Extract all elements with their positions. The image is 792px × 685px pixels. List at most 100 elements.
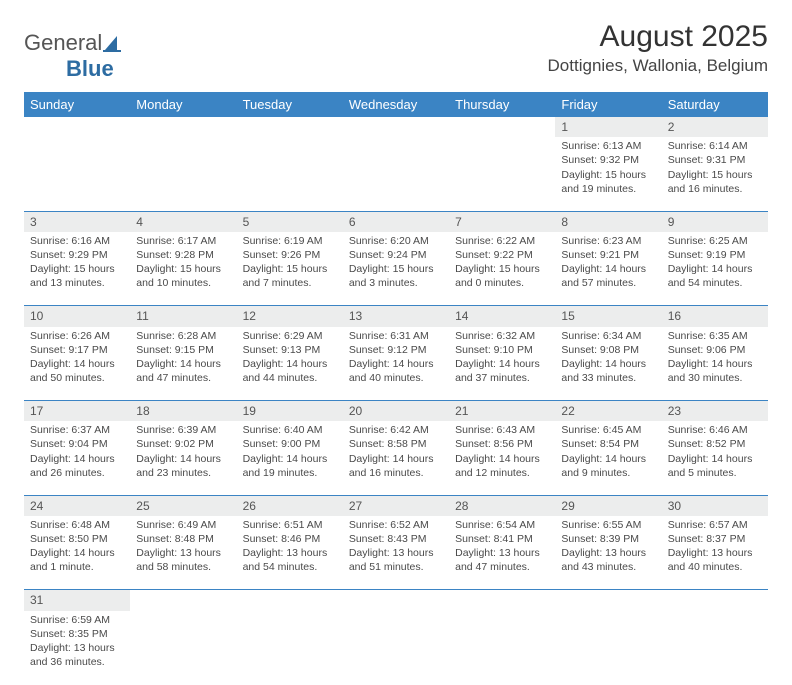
day-detail-cell: Sunrise: 6:45 AMSunset: 8:54 PMDaylight:…: [555, 421, 661, 495]
daynum-row: 31: [24, 590, 768, 610]
weekday-sunday: Sunday: [24, 92, 130, 117]
day-detail-cell: Sunrise: 6:46 AMSunset: 8:52 PMDaylight:…: [662, 421, 768, 495]
day-detail-cell: Sunrise: 6:13 AMSunset: 9:32 PMDaylight:…: [555, 137, 661, 211]
day-detail-cell: Sunrise: 6:55 AMSunset: 8:39 PMDaylight:…: [555, 516, 661, 590]
day-detail-cell: Sunrise: 6:37 AMSunset: 9:04 PMDaylight:…: [24, 421, 130, 495]
day-number-cell: 24: [24, 496, 130, 516]
day-detail-row: Sunrise: 6:48 AMSunset: 8:50 PMDaylight:…: [24, 516, 768, 590]
day-number-cell: 15: [555, 306, 661, 326]
day-detail-row: Sunrise: 6:16 AMSunset: 9:29 PMDaylight:…: [24, 232, 768, 306]
day-number-cell: [555, 590, 661, 610]
day-number-cell: 4: [130, 212, 236, 232]
header: General Blue August 2025 Dottignies, Wal…: [24, 20, 768, 82]
day-detail-cell: [130, 611, 236, 685]
weekday-thursday: Thursday: [449, 92, 555, 117]
day-number-cell: 7: [449, 212, 555, 232]
day-detail-cell: Sunrise: 6:39 AMSunset: 9:02 PMDaylight:…: [130, 421, 236, 495]
weekday-monday: Monday: [130, 92, 236, 117]
day-number-cell: [237, 117, 343, 137]
day-number-cell: 3: [24, 212, 130, 232]
day-number-cell: 30: [662, 496, 768, 516]
logo-text: General Blue: [24, 30, 123, 82]
day-number-cell: [130, 117, 236, 137]
day-detail-cell: Sunrise: 6:32 AMSunset: 9:10 PMDaylight:…: [449, 327, 555, 401]
day-detail-cell: Sunrise: 6:29 AMSunset: 9:13 PMDaylight:…: [237, 327, 343, 401]
day-detail-cell: Sunrise: 6:52 AMSunset: 8:43 PMDaylight:…: [343, 516, 449, 590]
daynum-row: 24252627282930: [24, 496, 768, 516]
page-subtitle: Dottignies, Wallonia, Belgium: [548, 56, 768, 76]
weekday-row: SundayMondayTuesdayWednesdayThursdayFrid…: [24, 92, 768, 117]
day-number-cell: [130, 590, 236, 610]
day-number-cell: 13: [343, 306, 449, 326]
day-detail-cell: [237, 137, 343, 211]
day-number-cell: 27: [343, 496, 449, 516]
calendar-table: SundayMondayTuesdayWednesdayThursdayFrid…: [24, 92, 768, 685]
weekday-saturday: Saturday: [662, 92, 768, 117]
day-number-cell: [449, 590, 555, 610]
day-number-cell: 14: [449, 306, 555, 326]
day-number-cell: 31: [24, 590, 130, 610]
daynum-row: 12: [24, 117, 768, 137]
day-detail-cell: Sunrise: 6:59 AMSunset: 8:35 PMDaylight:…: [24, 611, 130, 685]
day-number-cell: 12: [237, 306, 343, 326]
day-number-cell: 8: [555, 212, 661, 232]
day-number-cell: 1: [555, 117, 661, 137]
day-number-cell: [343, 117, 449, 137]
day-detail-cell: [237, 611, 343, 685]
day-number-cell: 17: [24, 401, 130, 421]
day-number-cell: 5: [237, 212, 343, 232]
day-number-cell: [237, 590, 343, 610]
day-detail-cell: Sunrise: 6:25 AMSunset: 9:19 PMDaylight:…: [662, 232, 768, 306]
day-detail-cell: Sunrise: 6:17 AMSunset: 9:28 PMDaylight:…: [130, 232, 236, 306]
day-detail-cell: Sunrise: 6:20 AMSunset: 9:24 PMDaylight:…: [343, 232, 449, 306]
day-detail-cell: [343, 611, 449, 685]
day-number-cell: 28: [449, 496, 555, 516]
day-number-cell: 6: [343, 212, 449, 232]
day-number-cell: 26: [237, 496, 343, 516]
day-detail-cell: Sunrise: 6:16 AMSunset: 9:29 PMDaylight:…: [24, 232, 130, 306]
day-detail-cell: [555, 611, 661, 685]
day-detail-cell: [130, 137, 236, 211]
day-detail-cell: Sunrise: 6:19 AMSunset: 9:26 PMDaylight:…: [237, 232, 343, 306]
title-block: August 2025 Dottignies, Wallonia, Belgiu…: [548, 20, 768, 76]
daynum-row: 3456789: [24, 212, 768, 232]
sail-icon: [103, 34, 123, 54]
day-detail-row: Sunrise: 6:26 AMSunset: 9:17 PMDaylight:…: [24, 327, 768, 401]
logo-text-1: General: [24, 30, 102, 55]
day-detail-cell: Sunrise: 6:22 AMSunset: 9:22 PMDaylight:…: [449, 232, 555, 306]
page-title: August 2025: [548, 20, 768, 54]
day-detail-row: Sunrise: 6:37 AMSunset: 9:04 PMDaylight:…: [24, 421, 768, 495]
day-detail-cell: Sunrise: 6:35 AMSunset: 9:06 PMDaylight:…: [662, 327, 768, 401]
day-number-cell: 16: [662, 306, 768, 326]
day-number-cell: 25: [130, 496, 236, 516]
day-number-cell: 11: [130, 306, 236, 326]
weekday-wednesday: Wednesday: [343, 92, 449, 117]
day-number-cell: [343, 590, 449, 610]
day-detail-cell: [24, 137, 130, 211]
day-detail-cell: Sunrise: 6:43 AMSunset: 8:56 PMDaylight:…: [449, 421, 555, 495]
day-number-cell: 19: [237, 401, 343, 421]
day-detail-cell: Sunrise: 6:49 AMSunset: 8:48 PMDaylight:…: [130, 516, 236, 590]
day-detail-cell: Sunrise: 6:31 AMSunset: 9:12 PMDaylight:…: [343, 327, 449, 401]
day-detail-cell: [449, 611, 555, 685]
day-number-cell: 23: [662, 401, 768, 421]
daynum-row: 17181920212223: [24, 401, 768, 421]
day-number-cell: 21: [449, 401, 555, 421]
calendar-head: SundayMondayTuesdayWednesdayThursdayFrid…: [24, 92, 768, 117]
daynum-row: 10111213141516: [24, 306, 768, 326]
day-number-cell: 29: [555, 496, 661, 516]
day-detail-cell: [662, 611, 768, 685]
day-detail-cell: [343, 137, 449, 211]
day-detail-cell: Sunrise: 6:23 AMSunset: 9:21 PMDaylight:…: [555, 232, 661, 306]
day-detail-cell: Sunrise: 6:26 AMSunset: 9:17 PMDaylight:…: [24, 327, 130, 401]
day-detail-cell: Sunrise: 6:51 AMSunset: 8:46 PMDaylight:…: [237, 516, 343, 590]
day-number-cell: 9: [662, 212, 768, 232]
day-detail-cell: Sunrise: 6:14 AMSunset: 9:31 PMDaylight:…: [662, 137, 768, 211]
day-detail-row: Sunrise: 6:13 AMSunset: 9:32 PMDaylight:…: [24, 137, 768, 211]
day-detail-cell: Sunrise: 6:34 AMSunset: 9:08 PMDaylight:…: [555, 327, 661, 401]
day-number-cell: 18: [130, 401, 236, 421]
day-number-cell: [662, 590, 768, 610]
day-number-cell: 22: [555, 401, 661, 421]
logo-text-2: Blue: [66, 56, 114, 81]
day-detail-cell: Sunrise: 6:57 AMSunset: 8:37 PMDaylight:…: [662, 516, 768, 590]
